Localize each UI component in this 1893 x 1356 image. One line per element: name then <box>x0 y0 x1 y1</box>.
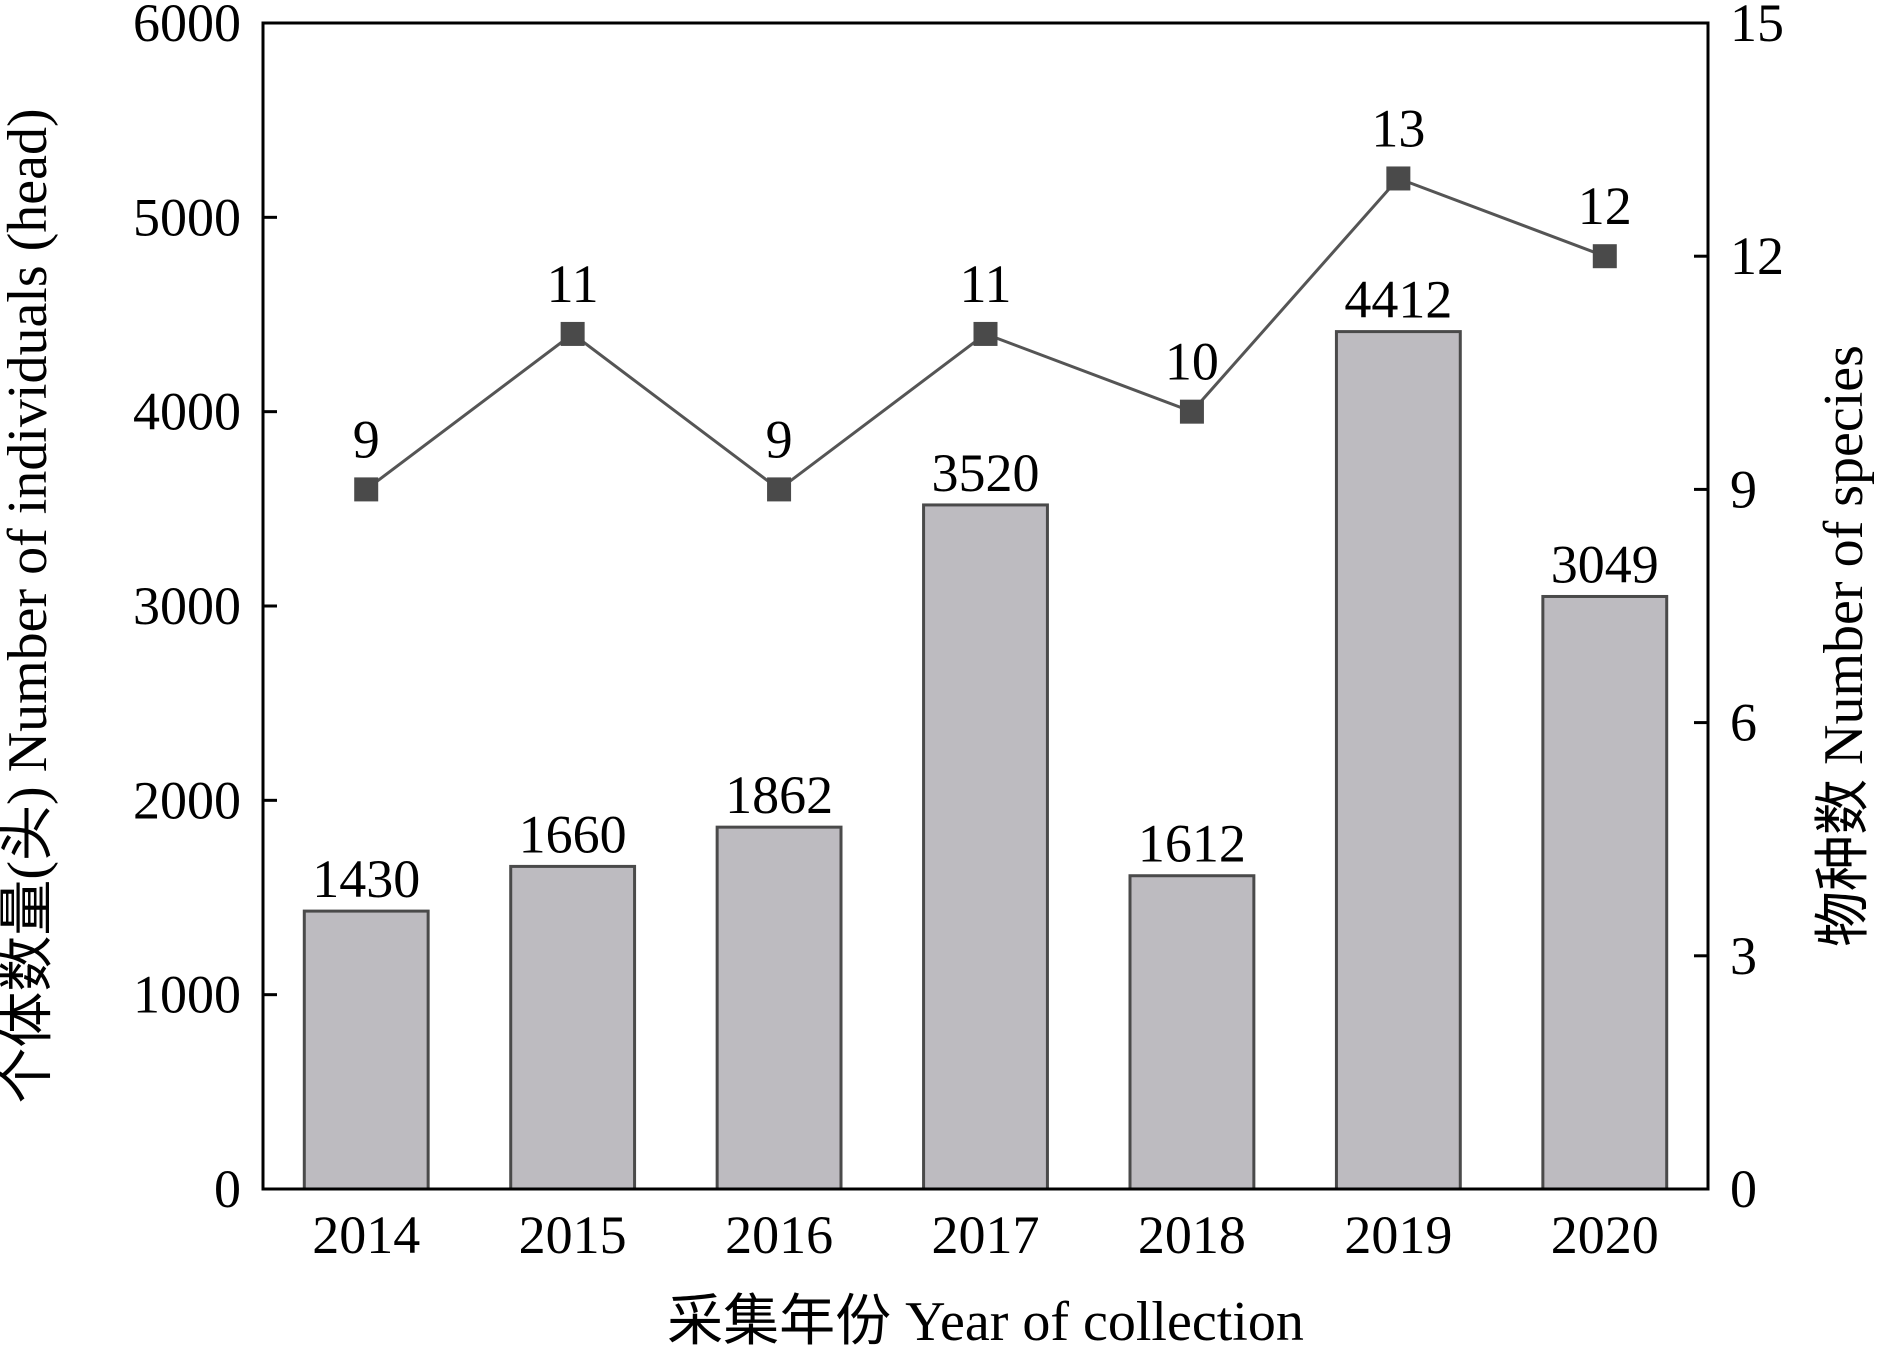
bar-2017 <box>922 503 1049 1191</box>
species-marker-2019 <box>1386 166 1411 191</box>
x-axis-title: 采集年份 Year of collection <box>667 1291 1304 1353</box>
bar-value-label-2017: 3520 <box>932 443 1040 503</box>
bar-2014 <box>302 909 430 1191</box>
bar-value-label-2020: 3049 <box>1551 534 1659 594</box>
bar-value-label-2015: 1660 <box>519 804 627 864</box>
bar-value-label-2016: 1862 <box>725 765 833 825</box>
bar-value-label-2014: 1430 <box>312 849 420 909</box>
y-tick-label: 6000 <box>133 0 241 53</box>
species-line-layer <box>354 166 1617 502</box>
x-tick-label-2019: 2019 <box>1344 1205 1452 1265</box>
bar-value-label-2018: 1612 <box>1138 814 1246 874</box>
y2-tick-label: 9 <box>1730 459 1757 519</box>
species-marker-2020 <box>1592 244 1617 269</box>
species-value-label-2018: 10 <box>1165 332 1219 392</box>
y-tick-label: 1000 <box>133 965 241 1025</box>
species-marker-2017 <box>973 321 998 346</box>
species-marker-2014 <box>354 477 379 502</box>
x-tick-label-2015: 2015 <box>519 1205 627 1265</box>
species-marker-2015 <box>560 321 585 346</box>
x-tick-label-2017: 2017 <box>932 1205 1040 1265</box>
y-tick-label: 4000 <box>133 382 241 442</box>
bar-2020 <box>1541 594 1669 1191</box>
x-tick-label-2018: 2018 <box>1138 1205 1246 1265</box>
y2-tick-label: 0 <box>1730 1159 1757 1219</box>
y-tick-label: 5000 <box>133 187 241 247</box>
y-tick-label: 0 <box>214 1159 241 1219</box>
x-tick-label-2014: 2014 <box>312 1205 420 1265</box>
species-marker-2016 <box>767 477 792 502</box>
x-tick-label-2020: 2020 <box>1551 1205 1659 1265</box>
y2-tick-label: 12 <box>1730 226 1784 286</box>
species-value-label-2014: 9 <box>353 409 380 469</box>
bar-2015 <box>509 864 637 1191</box>
y-axis-left-title: 个体数量(头) Number of individuals (head) <box>0 108 59 1103</box>
data-labels-layer: 1430 1660 1862 3520 1612 4412 3049 9 11 9 11 10 13 12 <box>312 98 1659 909</box>
species-value-label-2016: 9 <box>766 409 793 469</box>
species-value-label-2019: 13 <box>1371 98 1425 158</box>
species-marker-2018 <box>1179 399 1204 424</box>
x-tick-label-2016: 2016 <box>725 1205 833 1265</box>
bar-2019 <box>1334 330 1462 1191</box>
y-axis-left: 0 1000 2000 3000 4000 5000 6000 <box>133 0 277 1219</box>
species-value-label-2020: 12 <box>1578 176 1632 236</box>
y2-tick-label: 15 <box>1730 0 1784 53</box>
bars-layer <box>302 330 1669 1191</box>
y-axis-right-title: 物种数 Number of species <box>1813 345 1875 947</box>
x-axis: 2014 2015 2016 2017 2018 2019 2020 <box>312 1205 1659 1265</box>
bar-2018 <box>1128 874 1256 1191</box>
bar-value-label-2019: 4412 <box>1344 270 1452 330</box>
species-value-label-2015: 11 <box>547 254 599 314</box>
y-tick-label: 3000 <box>133 576 241 636</box>
y-tick-label: 2000 <box>133 770 241 830</box>
bar-2016 <box>715 825 843 1191</box>
species-value-label-2017: 11 <box>960 254 1012 314</box>
y-axis-right: 0 3 6 9 12 15 <box>1694 0 1784 1219</box>
y2-tick-label: 3 <box>1730 926 1757 986</box>
y2-tick-label: 6 <box>1730 693 1757 753</box>
